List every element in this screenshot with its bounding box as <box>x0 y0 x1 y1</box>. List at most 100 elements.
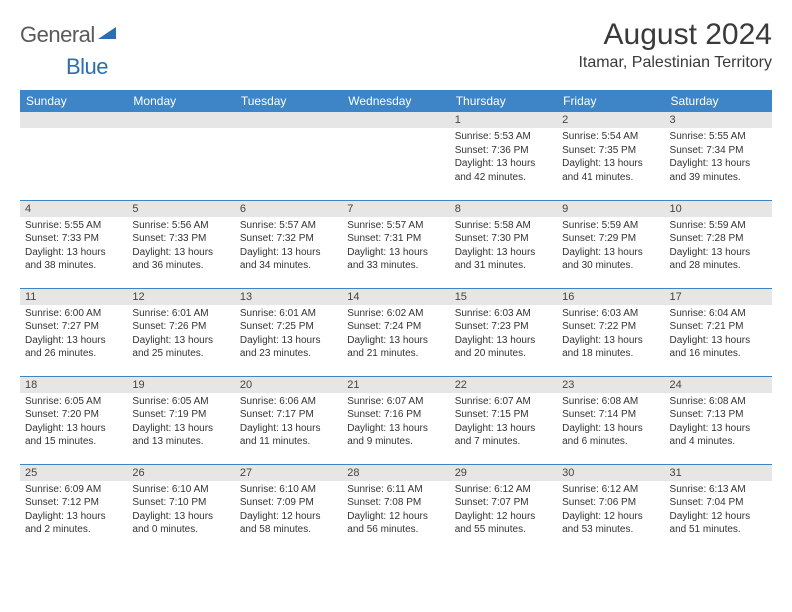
calendar-cell: 30Sunrise: 6:12 AMSunset: 7:06 PMDayligh… <box>557 464 664 552</box>
day-number: 3 <box>665 112 772 128</box>
sunrise-text: Sunrise: 6:03 AM <box>562 307 659 321</box>
day-number: 28 <box>342 465 449 481</box>
calendar-cell: 2Sunrise: 5:54 AMSunset: 7:35 PMDaylight… <box>557 112 664 200</box>
calendar-cell: 29Sunrise: 6:12 AMSunset: 7:07 PMDayligh… <box>450 464 557 552</box>
weekday-header: Monday <box>127 90 234 112</box>
sunrise-text: Sunrise: 5:55 AM <box>670 130 767 144</box>
calendar-cell: 5Sunrise: 5:56 AMSunset: 7:33 PMDaylight… <box>127 200 234 288</box>
sunset-text: Sunset: 7:13 PM <box>670 408 767 422</box>
weekday-header: Wednesday <box>342 90 449 112</box>
day-number: 13 <box>235 289 342 305</box>
calendar-cell: 12Sunrise: 6:01 AMSunset: 7:26 PMDayligh… <box>127 288 234 376</box>
sunrise-text: Sunrise: 6:04 AM <box>670 307 767 321</box>
calendar-cell <box>127 112 234 200</box>
sunset-text: Sunset: 7:20 PM <box>25 408 122 422</box>
sunset-text: Sunset: 7:35 PM <box>562 144 659 158</box>
calendar-cell: 7Sunrise: 5:57 AMSunset: 7:31 PMDaylight… <box>342 200 449 288</box>
daylight-text: Daylight: 13 hours and 16 minutes. <box>670 334 767 361</box>
day-number: 18 <box>20 377 127 393</box>
daylight-text: Daylight: 13 hours and 26 minutes. <box>25 334 122 361</box>
sunrise-text: Sunrise: 5:59 AM <box>562 219 659 233</box>
sunset-text: Sunset: 7:10 PM <box>132 496 229 510</box>
day-details: Sunrise: 6:07 AMSunset: 7:15 PMDaylight:… <box>450 393 557 453</box>
day-details: Sunrise: 6:10 AMSunset: 7:09 PMDaylight:… <box>235 481 342 541</box>
calendar-cell: 27Sunrise: 6:10 AMSunset: 7:09 PMDayligh… <box>235 464 342 552</box>
day-number: 17 <box>665 289 772 305</box>
calendar-cell: 14Sunrise: 6:02 AMSunset: 7:24 PMDayligh… <box>342 288 449 376</box>
calendar-cell: 17Sunrise: 6:04 AMSunset: 7:21 PMDayligh… <box>665 288 772 376</box>
daylight-text: Daylight: 13 hours and 34 minutes. <box>240 246 337 273</box>
daylight-text: Daylight: 13 hours and 21 minutes. <box>347 334 444 361</box>
sunrise-text: Sunrise: 6:10 AM <box>132 483 229 497</box>
sunset-text: Sunset: 7:33 PM <box>25 232 122 246</box>
sunset-text: Sunset: 7:21 PM <box>670 320 767 334</box>
day-number: 16 <box>557 289 664 305</box>
day-number: 20 <box>235 377 342 393</box>
weekday-header: Sunday <box>20 90 127 112</box>
calendar-row: 25Sunrise: 6:09 AMSunset: 7:12 PMDayligh… <box>20 464 772 552</box>
sunset-text: Sunset: 7:17 PM <box>240 408 337 422</box>
daylight-text: Daylight: 13 hours and 0 minutes. <box>132 510 229 537</box>
day-number <box>342 112 449 128</box>
sunrise-text: Sunrise: 6:00 AM <box>25 307 122 321</box>
calendar-cell: 9Sunrise: 5:59 AMSunset: 7:29 PMDaylight… <box>557 200 664 288</box>
day-details: Sunrise: 6:08 AMSunset: 7:14 PMDaylight:… <box>557 393 664 453</box>
sunrise-text: Sunrise: 5:53 AM <box>455 130 552 144</box>
daylight-text: Daylight: 13 hours and 13 minutes. <box>132 422 229 449</box>
sunset-text: Sunset: 7:30 PM <box>455 232 552 246</box>
sunset-text: Sunset: 7:29 PM <box>562 232 659 246</box>
calendar-cell: 21Sunrise: 6:07 AMSunset: 7:16 PMDayligh… <box>342 376 449 464</box>
day-details: Sunrise: 6:03 AMSunset: 7:22 PMDaylight:… <box>557 305 664 365</box>
daylight-text: Daylight: 12 hours and 56 minutes. <box>347 510 444 537</box>
day-details: Sunrise: 5:59 AMSunset: 7:29 PMDaylight:… <box>557 217 664 277</box>
sunset-text: Sunset: 7:07 PM <box>455 496 552 510</box>
day-number: 11 <box>20 289 127 305</box>
sunrise-text: Sunrise: 5:55 AM <box>25 219 122 233</box>
sunrise-text: Sunrise: 6:01 AM <box>132 307 229 321</box>
calendar-cell: 11Sunrise: 6:00 AMSunset: 7:27 PMDayligh… <box>20 288 127 376</box>
sunset-text: Sunset: 7:16 PM <box>347 408 444 422</box>
daylight-text: Daylight: 12 hours and 55 minutes. <box>455 510 552 537</box>
sunset-text: Sunset: 7:19 PM <box>132 408 229 422</box>
sunrise-text: Sunrise: 6:07 AM <box>347 395 444 409</box>
sunrise-text: Sunrise: 5:57 AM <box>240 219 337 233</box>
day-details: Sunrise: 5:55 AMSunset: 7:34 PMDaylight:… <box>665 128 772 188</box>
day-number: 12 <box>127 289 234 305</box>
sunset-text: Sunset: 7:04 PM <box>670 496 767 510</box>
day-details: Sunrise: 5:53 AMSunset: 7:36 PMDaylight:… <box>450 128 557 188</box>
calendar-cell: 18Sunrise: 6:05 AMSunset: 7:20 PMDayligh… <box>20 376 127 464</box>
sunrise-text: Sunrise: 5:57 AM <box>347 219 444 233</box>
day-number: 26 <box>127 465 234 481</box>
calendar-row: 4Sunrise: 5:55 AMSunset: 7:33 PMDaylight… <box>20 200 772 288</box>
calendar-cell: 15Sunrise: 6:03 AMSunset: 7:23 PMDayligh… <box>450 288 557 376</box>
weekday-header: Friday <box>557 90 664 112</box>
day-number: 15 <box>450 289 557 305</box>
day-number: 8 <box>450 201 557 217</box>
daylight-text: Daylight: 13 hours and 33 minutes. <box>347 246 444 273</box>
day-number: 31 <box>665 465 772 481</box>
daylight-text: Daylight: 13 hours and 15 minutes. <box>25 422 122 449</box>
daylight-text: Daylight: 13 hours and 41 minutes. <box>562 157 659 184</box>
day-details: Sunrise: 6:04 AMSunset: 7:21 PMDaylight:… <box>665 305 772 365</box>
calendar-cell: 6Sunrise: 5:57 AMSunset: 7:32 PMDaylight… <box>235 200 342 288</box>
sunrise-text: Sunrise: 6:05 AM <box>132 395 229 409</box>
sunrise-text: Sunrise: 6:08 AM <box>562 395 659 409</box>
sunset-text: Sunset: 7:14 PM <box>562 408 659 422</box>
daylight-text: Daylight: 13 hours and 25 minutes. <box>132 334 229 361</box>
calendar-row: 1Sunrise: 5:53 AMSunset: 7:36 PMDaylight… <box>20 112 772 200</box>
day-details: Sunrise: 6:01 AMSunset: 7:26 PMDaylight:… <box>127 305 234 365</box>
day-details: Sunrise: 5:55 AMSunset: 7:33 PMDaylight:… <box>20 217 127 277</box>
sunrise-text: Sunrise: 6:01 AM <box>240 307 337 321</box>
day-number: 27 <box>235 465 342 481</box>
sunset-text: Sunset: 7:33 PM <box>132 232 229 246</box>
day-number: 9 <box>557 201 664 217</box>
calendar-cell: 31Sunrise: 6:13 AMSunset: 7:04 PMDayligh… <box>665 464 772 552</box>
calendar-cell: 20Sunrise: 6:06 AMSunset: 7:17 PMDayligh… <box>235 376 342 464</box>
weekday-header: Thursday <box>450 90 557 112</box>
daylight-text: Daylight: 13 hours and 23 minutes. <box>240 334 337 361</box>
day-details: Sunrise: 6:02 AMSunset: 7:24 PMDaylight:… <box>342 305 449 365</box>
day-details: Sunrise: 5:57 AMSunset: 7:32 PMDaylight:… <box>235 217 342 277</box>
day-details: Sunrise: 5:57 AMSunset: 7:31 PMDaylight:… <box>342 217 449 277</box>
sunset-text: Sunset: 7:32 PM <box>240 232 337 246</box>
day-details: Sunrise: 6:10 AMSunset: 7:10 PMDaylight:… <box>127 481 234 541</box>
